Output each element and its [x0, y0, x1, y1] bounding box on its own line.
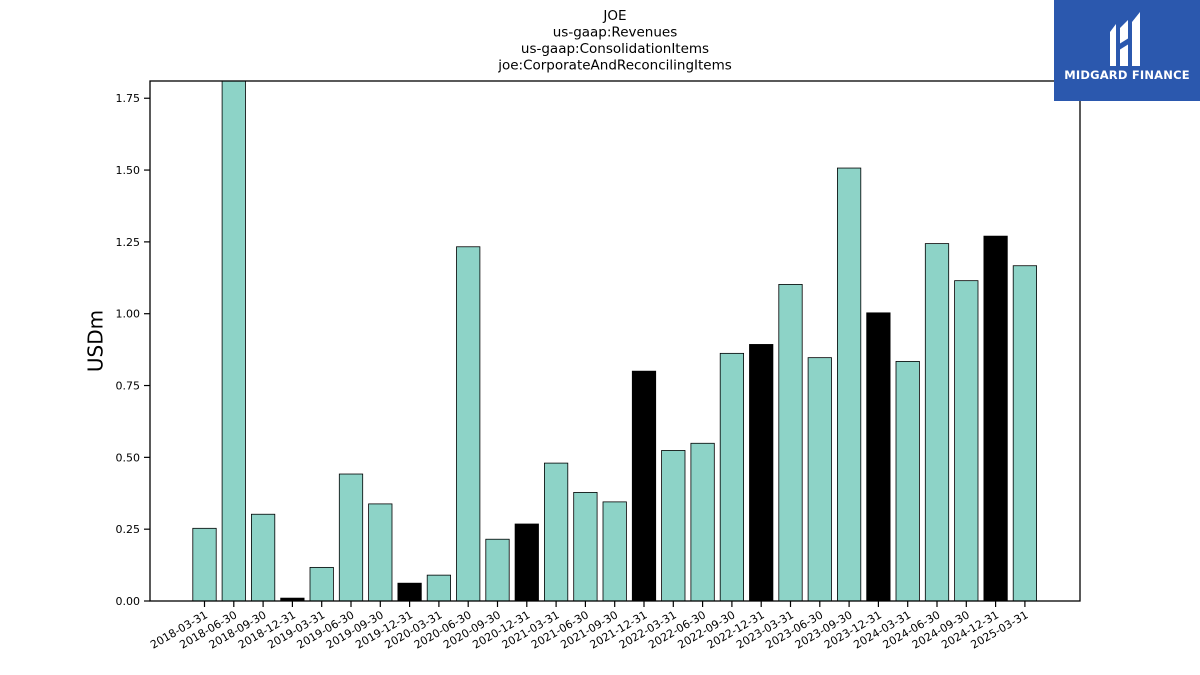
chart-title-line: us-gaap:ConsolidationItems — [521, 41, 709, 57]
bar — [837, 167, 862, 602]
chart-title-line: us-gaap:Revenues — [553, 25, 678, 41]
x-axis: 2018-03-312018-06-302018-09-302018-12-31… — [148, 601, 1030, 652]
y-tick-label: 1.75 — [116, 92, 141, 105]
bar — [924, 243, 950, 602]
bar — [1012, 265, 1038, 602]
bar — [544, 462, 569, 602]
bar — [426, 574, 452, 602]
logo-text: MIDGARD FINANCE — [1064, 68, 1190, 82]
bar — [866, 312, 891, 602]
bar — [690, 442, 715, 602]
chart-title-line: JOE — [602, 8, 626, 24]
bar — [778, 283, 803, 602]
y-tick-label: 0.00 — [116, 595, 141, 608]
brand-logo: MIDGARD FINANCE — [1054, 0, 1200, 101]
bar — [954, 280, 979, 602]
bar — [250, 513, 276, 602]
y-tick-label: 1.50 — [116, 164, 141, 177]
bar — [514, 523, 539, 602]
bar — [368, 503, 393, 602]
bar — [456, 246, 481, 602]
bar — [749, 344, 774, 602]
y-tick-label: 0.25 — [116, 523, 141, 536]
bar — [192, 527, 217, 602]
chart-title: JOEus-gaap:Revenuesus-gaap:Consolidation… — [497, 8, 732, 74]
bar — [983, 235, 1008, 602]
bar — [807, 357, 832, 602]
bar — [338, 473, 364, 602]
bar — [602, 501, 627, 602]
bar — [573, 491, 598, 602]
bar — [895, 360, 920, 602]
y-axis-label: USDm — [84, 310, 108, 372]
y-tick-label: 0.75 — [116, 380, 141, 393]
midgard-logo-icon — [1110, 12, 1140, 66]
bar — [221, 80, 246, 602]
chart-title-line: joe:CorporateAndReconcilingItems — [497, 58, 732, 74]
bar — [631, 370, 657, 602]
bar — [719, 352, 745, 602]
bar — [309, 566, 334, 602]
bar — [397, 582, 422, 602]
y-tick-label: 0.50 — [116, 451, 141, 464]
bar — [661, 450, 686, 602]
y-axis: 0.00 0.25 0.50 0.75 1.00 1.25 1.50 1.75 — [116, 92, 150, 608]
y-tick-label: 1.00 — [116, 308, 141, 321]
y-tick-label: 1.25 — [116, 236, 141, 249]
bar — [485, 538, 510, 602]
bars — [192, 80, 1038, 602]
